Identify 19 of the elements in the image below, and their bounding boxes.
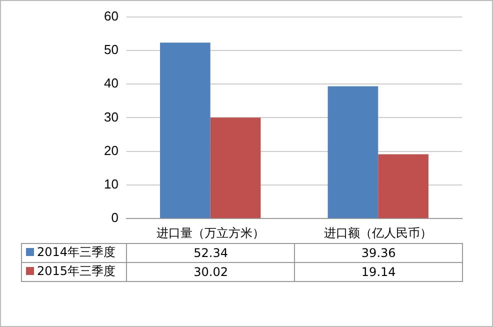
- bar: [328, 86, 378, 218]
- y-tick-label: 50: [104, 42, 118, 58]
- bar: [210, 118, 261, 218]
- y-tick-label: 10: [104, 176, 118, 192]
- y-tick-label: 0: [111, 210, 118, 226]
- y-tick-label: 20: [104, 142, 118, 158]
- legend-label: 2015年三季度: [22, 262, 127, 282]
- x-tick-label: 进口额（亿人民币）: [324, 226, 432, 240]
- y-tick-label: 60: [104, 8, 118, 24]
- bar: [160, 42, 210, 218]
- data-label: 52.34: [126, 243, 295, 262]
- legend-label: 2014年三季度: [22, 243, 127, 262]
- data-label: 39.36: [294, 243, 462, 262]
- data-label: 19.14: [294, 262, 462, 282]
- x-tick-label: 进口量（万立方米）: [156, 226, 264, 240]
- bar: [378, 154, 428, 218]
- y-tick-label: 30: [104, 109, 118, 124]
- data-label: 30.02: [126, 262, 295, 282]
- y-tick-label: 40: [104, 76, 118, 91]
